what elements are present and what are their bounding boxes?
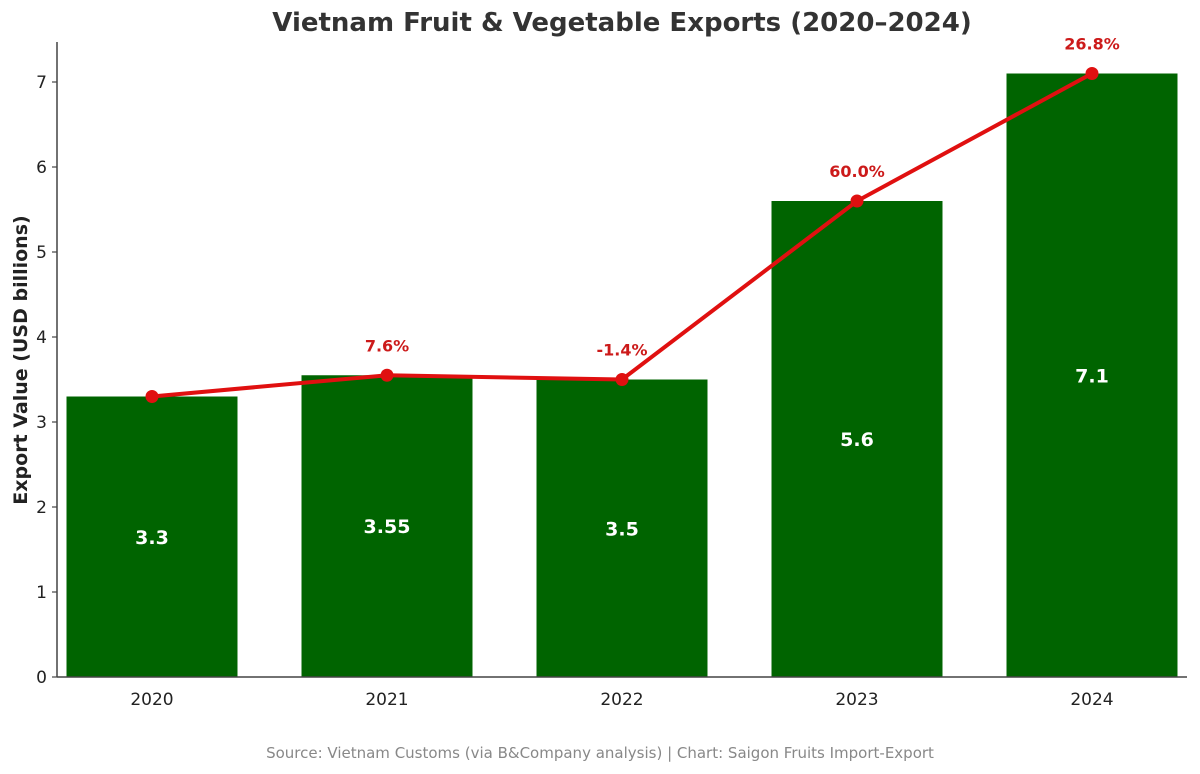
x-tick-label: 2024	[1070, 690, 1113, 710]
x-tick-label: 2020	[130, 690, 173, 710]
x-tick-label: 2022	[600, 690, 643, 710]
chart-title: Vietnam Fruit & Vegetable Exports (2020–…	[272, 8, 972, 38]
y-tick-label: 4	[36, 328, 47, 348]
y-tick-label: 5	[36, 243, 47, 263]
growth-marker	[145, 390, 159, 403]
growth-label: -1.4%	[596, 341, 647, 360]
y-tick-label: 2	[36, 498, 47, 518]
bar-value-label: 7.1	[1075, 365, 1109, 387]
growth-label: 7.6%	[365, 336, 409, 355]
y-tick-label: 1	[36, 583, 47, 603]
growth-marker	[615, 373, 629, 386]
y-tick-label: 7	[36, 73, 47, 93]
x-tick-label: 2021	[365, 690, 408, 710]
bar-value-label: 5.6	[840, 429, 874, 451]
y-tick-label: 6	[36, 158, 47, 178]
bar-2023	[771, 201, 943, 677]
y-tick-label: 0	[36, 668, 47, 688]
growth-label: 26.8%	[1064, 35, 1120, 54]
growth-marker	[1085, 67, 1099, 80]
x-tick-label: 2023	[835, 690, 878, 710]
growth-marker	[850, 194, 864, 208]
bar-value-label: 3.5	[605, 518, 639, 540]
bar-2024	[1006, 73, 1178, 677]
bar-value-label: 3.55	[364, 516, 411, 538]
bar-value-label: 3.3	[135, 527, 169, 549]
bar-2022	[536, 379, 708, 677]
bar-2021	[301, 375, 473, 677]
bar-2020	[66, 396, 238, 677]
growth-marker	[380, 368, 394, 382]
growth-label: 60.0%	[829, 162, 885, 181]
y-tick-label: 3	[36, 413, 47, 433]
source-footnote: Source: Vietnam Customs (via B&Company a…	[266, 744, 934, 762]
